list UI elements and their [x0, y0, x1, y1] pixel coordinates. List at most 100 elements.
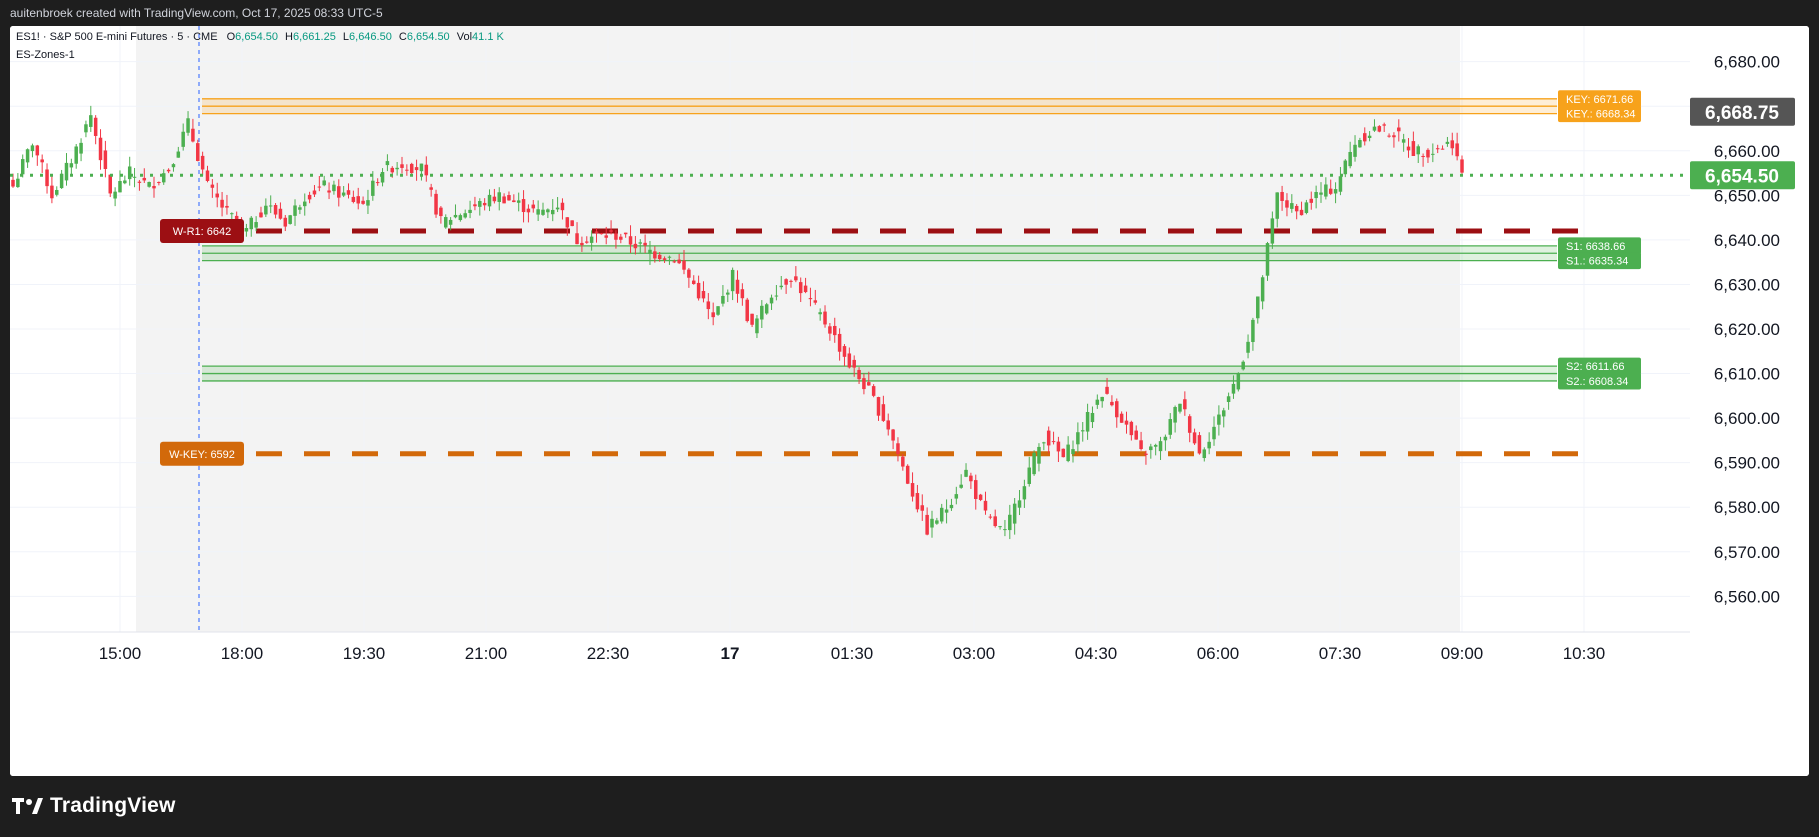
candle-body [1217, 414, 1221, 425]
candle-body [653, 251, 657, 259]
candle-body [1358, 140, 1362, 148]
candle-body [1071, 449, 1075, 455]
candle-body [1110, 401, 1114, 406]
candle-body [1207, 441, 1211, 449]
candle-body [351, 196, 356, 202]
candle-body [638, 242, 643, 244]
candle-body [1017, 500, 1022, 508]
candle-body [424, 164, 429, 176]
candle-body [687, 269, 691, 278]
weekly-level-text: W-R1: 6642 [173, 226, 232, 238]
candle-body [1299, 209, 1304, 216]
close-label: C [399, 31, 407, 43]
candle-body [949, 504, 954, 509]
candle-body [482, 202, 487, 206]
candle-body [721, 295, 725, 304]
candle-body [1382, 124, 1386, 126]
candle-body [113, 191, 117, 199]
x-axis[interactable]: 15:00 18:00 19:30 21:00 22:30 17 01:30 03:00 04:… [99, 644, 1606, 663]
candle-body [1226, 396, 1231, 402]
price-tag [1690, 161, 1795, 190]
y-tick-label: 6,560.00 [1714, 587, 1780, 606]
zone-layer [202, 98, 1557, 382]
candle-body [1076, 432, 1080, 445]
candle-body [1348, 151, 1352, 167]
candle-body [59, 173, 64, 189]
candle-body [628, 236, 633, 245]
candle-body [1367, 135, 1372, 138]
candle-body [954, 494, 959, 499]
candle-body [901, 456, 905, 467]
tradingview-brand[interactable]: TradingView [12, 794, 176, 818]
candle-body [1392, 135, 1396, 138]
zone-label-text: S2: 6611.66 [1566, 361, 1625, 373]
candle-body [852, 359, 856, 368]
candle-body [1338, 176, 1343, 192]
high-label: H [285, 31, 293, 43]
candle-body [1256, 296, 1260, 319]
candle-body [837, 333, 842, 352]
candle-body [1309, 198, 1314, 203]
candle-body [409, 163, 414, 173]
candle-body [132, 176, 137, 178]
candle-body [1105, 386, 1109, 394]
candle-body [993, 516, 997, 527]
y-tick-label: 6,600.00 [1714, 409, 1780, 428]
y-axis[interactable]: 6,680.006,670.006,660.006,650.006,640.00… [1690, 53, 1795, 607]
y-tick-label: 6,680.00 [1714, 53, 1780, 72]
candle-body [1037, 446, 1041, 464]
candle-body [1324, 184, 1328, 197]
chart-frame[interactable]: KEY: 6671.66 KEY.: 6668.34 S1: 6638.66 S1.:… [10, 26, 1809, 776]
candle-body [1406, 146, 1411, 151]
candle-body [356, 196, 360, 204]
candle-body [871, 386, 876, 396]
candle-body [118, 181, 122, 193]
candle-body [1319, 192, 1323, 195]
svg-text:ES1! · S&P 500 E-mini Futures: ES1! · S&P 500 E-mini Futures · 5 · CME … [16, 31, 505, 43]
candle-body [1066, 444, 1070, 462]
candle-body [200, 155, 205, 170]
candle-body [847, 353, 852, 368]
price-chart[interactable]: KEY: 6671.66 KEY.: 6668.34 S1: 6638.66 S1.:… [10, 26, 1809, 776]
candle-body [458, 215, 463, 221]
x-tick-label: 15:00 [99, 644, 142, 663]
candle-body [565, 217, 570, 228]
candle-body [1397, 127, 1401, 132]
candle-body [1144, 453, 1148, 455]
candle-body [50, 185, 54, 199]
candle-body [862, 378, 866, 390]
candle-body [1241, 361, 1245, 370]
candle-body [580, 242, 584, 246]
candle-body [1416, 146, 1420, 155]
symbol-title[interactable]: ES1! · S&P 500 E-mini Futures · 5 · CME [16, 31, 218, 43]
footer: TradingView [0, 776, 1819, 837]
weekly-level-tag [160, 441, 244, 466]
candle-body [832, 325, 837, 336]
candle-body [920, 505, 925, 511]
candle-body [234, 215, 239, 222]
x-tick-label: 18:00 [221, 644, 264, 663]
candle-body [789, 280, 793, 282]
symbol-legend[interactable]: ES1! · S&P 500 E-mini Futures · 5 · CME … [16, 31, 505, 61]
candle-body [1022, 486, 1027, 500]
candle-body [1353, 144, 1357, 157]
candle-body [249, 217, 254, 230]
candle-body [439, 207, 443, 217]
candle-body [1246, 341, 1250, 353]
candle-body [332, 184, 336, 192]
candle-body [1173, 407, 1177, 423]
x-tick-label: 07:30 [1319, 644, 1362, 663]
x-tick-label: 17 [721, 644, 740, 663]
candle-body [1027, 467, 1031, 484]
candle-body [682, 260, 686, 270]
candle-body [750, 313, 754, 325]
price-tag-text: 6,668.75 [1705, 103, 1779, 124]
candle-body [463, 213, 467, 218]
candle-body [473, 204, 477, 207]
candle-body [205, 170, 210, 181]
candle-body [1401, 139, 1406, 143]
candle-body [1183, 399, 1187, 410]
tradingview-logo-icon [12, 798, 43, 814]
candle-body [1460, 159, 1464, 173]
indicator-name[interactable]: ES-Zones-1 [16, 49, 75, 61]
